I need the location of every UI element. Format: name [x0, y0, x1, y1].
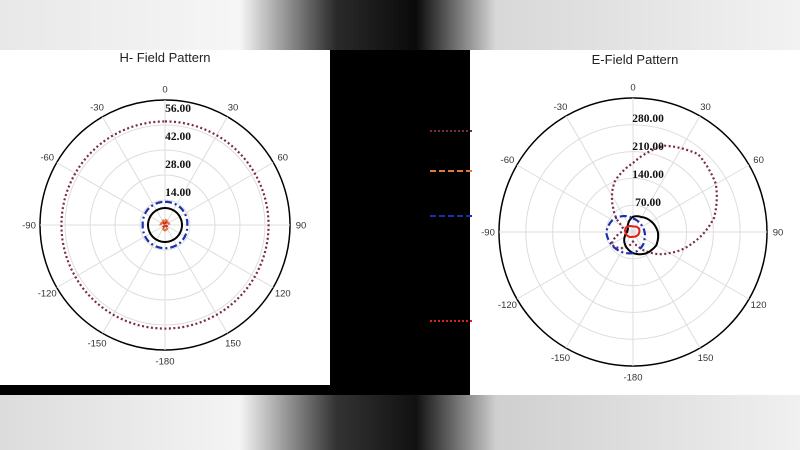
blurred-background-top: [0, 0, 800, 50]
grid-spoke: [164, 224, 274, 288]
angle-tick-label: 30: [228, 103, 239, 114]
grid-spoke: [565, 231, 634, 349]
legend-line-5: [430, 130, 472, 132]
angle-tick-label: -120: [38, 289, 57, 300]
e-field-panel: E-Field Pattern 0 30 60 90 120 150 -180 -150 -12…: [470, 50, 800, 395]
chart-title: H- Field Pattern: [119, 50, 210, 65]
radial-tick-label: 42.00: [165, 131, 191, 143]
series-line-1: [60, 120, 270, 330]
series-line-3: [605, 215, 647, 255]
grid-spoke: [102, 224, 166, 334]
legend-bracket: ): [470, 203, 478, 228]
legend-line-3: [430, 215, 472, 217]
grid-spoke: [516, 231, 634, 300]
radial-tick-label: 28.00: [165, 159, 191, 171]
angle-tick-label: 30: [700, 102, 711, 113]
grid-spoke: [632, 231, 750, 300]
e-field-polar-chart: E-Field Pattern 0 30 60 90 120 150 -180 -150 -12…: [481, 52, 784, 384]
legend-line-2: [430, 320, 472, 322]
grid-spoke: [102, 116, 166, 226]
legend-bracket: ): [470, 118, 478, 143]
angle-tick-label: -60: [501, 155, 515, 166]
blurred-background-bottom: [0, 395, 800, 450]
grid-spoke: [164, 224, 228, 334]
h-field-panel: H- Field Pattern 0 30 60 90 120 150 -180 -150 -1…: [0, 50, 330, 385]
radial-tick-label: 140.00: [632, 169, 664, 181]
angle-tick-label: 60: [277, 153, 288, 164]
series-line-4: [624, 225, 641, 238]
angle-tick-label: 90: [296, 221, 307, 232]
series-line-4: [159, 218, 171, 232]
angle-tick-label: -60: [40, 153, 54, 164]
chart-title: E-Field Pattern: [592, 52, 679, 67]
legend-bracket: ): [470, 307, 478, 332]
angle-tick-label: 150: [698, 353, 714, 364]
radial-tick-label: 210.00: [632, 141, 664, 153]
angle-tick-label: 0: [162, 85, 167, 96]
series-line-3: [147, 207, 183, 243]
angle-tick-label: 120: [275, 289, 291, 300]
angle-tick-label: 120: [751, 300, 767, 311]
radial-tick-label: 56.00: [165, 103, 191, 115]
angle-tick-label: -150: [551, 353, 570, 364]
angle-tick-label: -180: [155, 357, 174, 368]
angle-tick-label: -30: [554, 102, 568, 113]
obscured-legend: ) ) ) ) ): [320, 110, 480, 340]
grid-spoke: [632, 164, 750, 233]
angle-tick-label: 150: [225, 338, 241, 349]
angle-tick-label: 90: [773, 228, 784, 239]
angle-tick-label: -120: [498, 300, 517, 311]
radial-tick-label: 14.00: [165, 187, 191, 199]
legend-line-4: [430, 170, 472, 172]
grid-spoke: [632, 115, 701, 233]
angle-tick-label: -150: [87, 338, 106, 349]
radial-tick-label: 280.00: [632, 113, 664, 125]
h-field-polar-chart: H- Field Pattern 0 30 60 90 120 150 -180 -150 -1…: [22, 50, 307, 368]
radial-tick-label: 70.00: [635, 197, 661, 209]
legend-bracket: ): [470, 158, 478, 183]
angle-tick-label: 0: [630, 83, 635, 94]
grid-spoke: [516, 164, 634, 233]
grid-spoke: [56, 224, 166, 288]
grid-spoke: [56, 162, 166, 226]
angle-tick-label: -180: [623, 373, 642, 384]
angle-tick-label: -30: [90, 103, 104, 114]
series-line-1: [610, 144, 718, 256]
grid-spoke: [632, 231, 701, 349]
legend-bracket: ): [470, 255, 478, 280]
angle-tick-label: 60: [753, 155, 764, 166]
series-line-2: [141, 200, 189, 250]
angle-tick-label: -90: [481, 228, 495, 239]
angle-tick-label: -90: [22, 221, 36, 232]
grid-spoke: [565, 115, 634, 233]
